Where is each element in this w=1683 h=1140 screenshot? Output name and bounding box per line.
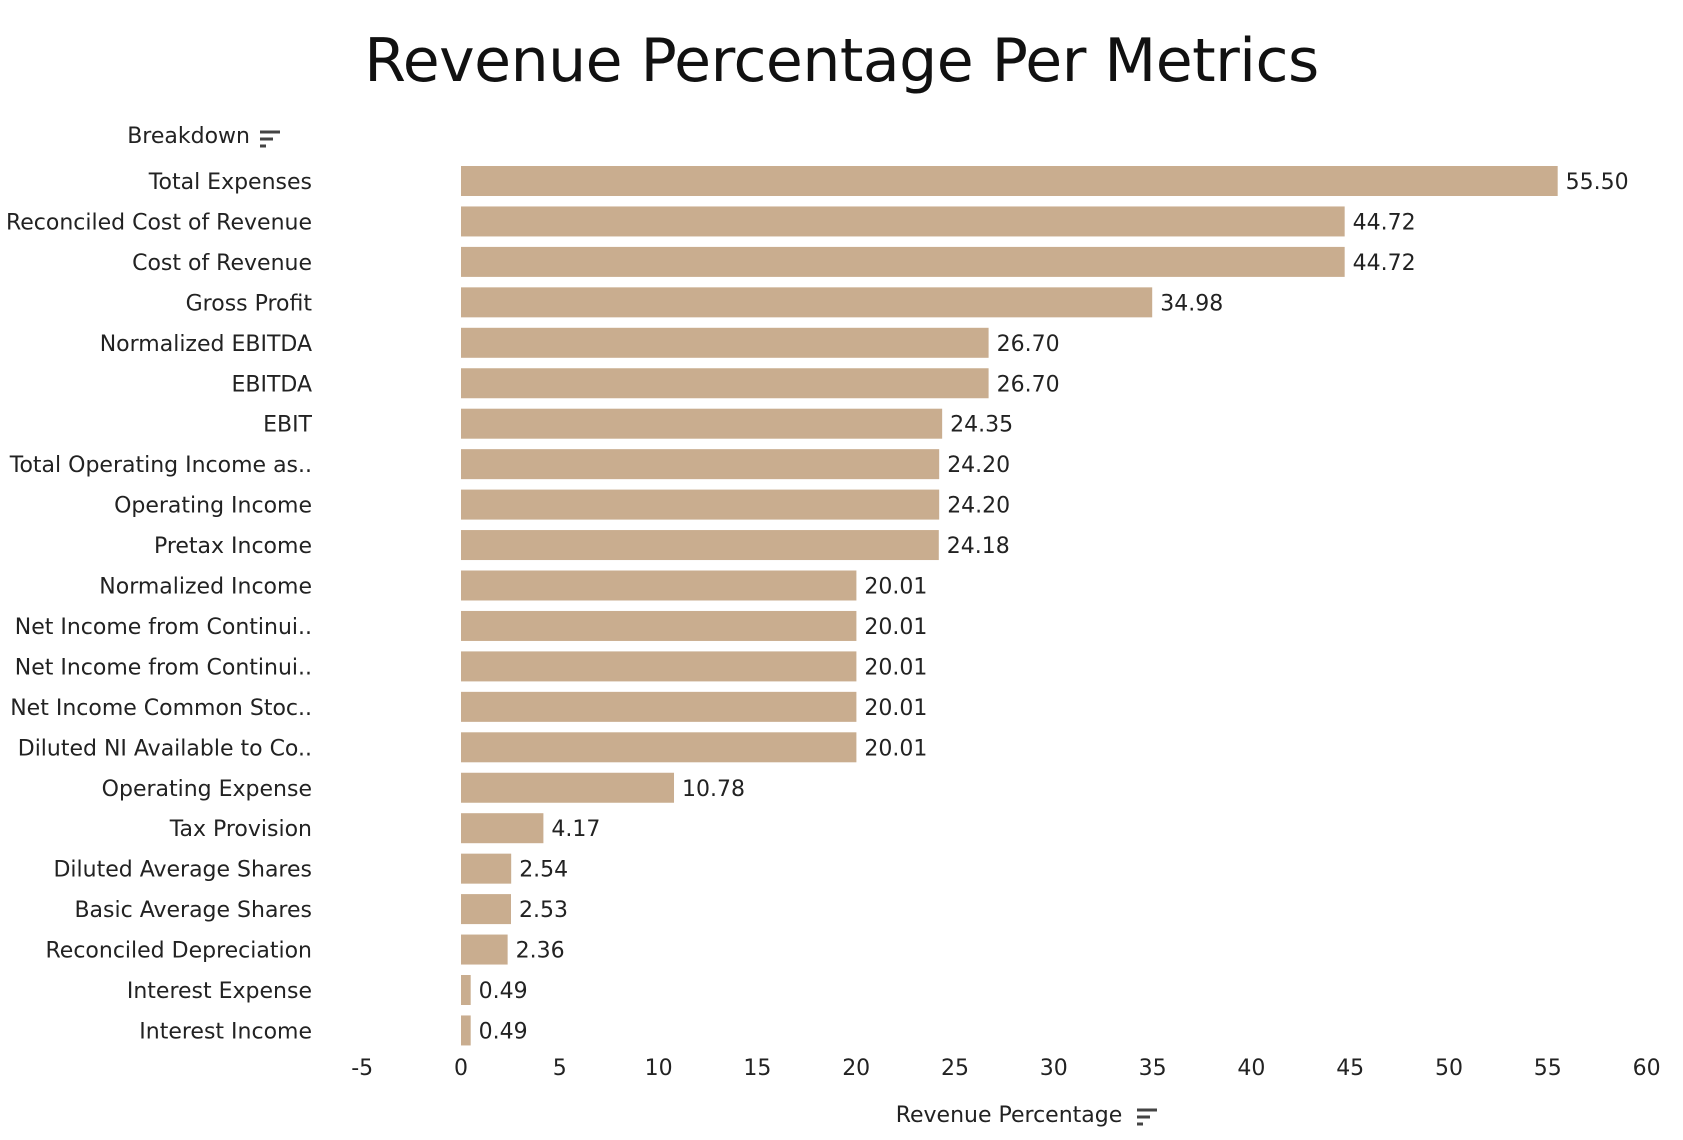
category-labels-group: Total Expenses Reconciled Cost of Revenue… — [6, 170, 313, 1044]
category-label[interactable]: EBIT — [263, 413, 312, 438]
x-tick-label: 45 — [1336, 1056, 1364, 1081]
value-label: 44.72 — [1353, 210, 1416, 235]
category-label[interactable]: Diluted Average Shares — [53, 858, 312, 883]
value-label: 24.20 — [947, 453, 1010, 478]
category-label[interactable]: Total Operating Income as.. — [9, 453, 312, 478]
category-label[interactable]: Operating Expense — [102, 777, 312, 802]
bar[interactable] — [461, 287, 1153, 318]
category-label[interactable]: Diluted NI Available to Co.. — [18, 736, 312, 761]
bar[interactable] — [461, 489, 940, 520]
bar[interactable] — [461, 368, 989, 399]
value-label: 55.50 — [1566, 170, 1629, 195]
bar[interactable] — [461, 570, 857, 601]
x-axis-title[interactable]: Revenue Percentage — [896, 1103, 1157, 1128]
x-tick-label: 20 — [842, 1056, 870, 1081]
x-tick-label: 40 — [1237, 1056, 1265, 1081]
bar[interactable] — [461, 166, 1558, 196]
category-label[interactable]: Interest Income — [139, 1019, 312, 1044]
category-label[interactable]: Reconciled Depreciation — [45, 939, 312, 964]
value-label: 24.20 — [947, 494, 1010, 519]
value-label: 24.35 — [950, 413, 1013, 438]
x-tick-label: -5 — [351, 1056, 373, 1081]
category-label[interactable]: Net Income from Continui.. — [15, 655, 312, 680]
bar[interactable] — [461, 691, 857, 722]
x-tick-label: 25 — [941, 1056, 969, 1081]
category-label[interactable]: Tax Provision — [169, 817, 312, 842]
value-label: 0.49 — [479, 979, 528, 1004]
bar[interactable] — [461, 651, 857, 682]
category-label[interactable]: Net Income from Continui.. — [15, 615, 312, 640]
bars-group — [461, 166, 1558, 1046]
value-label: 2.36 — [516, 939, 565, 964]
category-label[interactable]: Net Income Common Stoc.. — [10, 696, 312, 721]
category-label[interactable]: Basic Average Shares — [74, 898, 312, 923]
bar[interactable] — [461, 772, 675, 803]
value-label: 20.01 — [864, 655, 927, 680]
x-tick-label: 60 — [1633, 1056, 1661, 1081]
value-label: 34.98 — [1160, 291, 1223, 316]
x-tick-label: 10 — [645, 1056, 673, 1081]
x-tick-label: 0 — [454, 1056, 468, 1081]
bar[interactable] — [461, 408, 943, 439]
value-label: 10.78 — [682, 777, 745, 802]
category-header-label: Breakdown — [127, 124, 250, 149]
chart-title: Revenue Percentage Per Metrics — [364, 26, 1319, 96]
value-label: 2.54 — [519, 858, 568, 883]
category-label[interactable]: Cost of Revenue — [132, 251, 312, 276]
value-label: 2.53 — [519, 898, 568, 923]
category-label[interactable]: EBITDA — [231, 372, 312, 397]
value-label: 24.18 — [947, 534, 1010, 559]
sort-descending-icon[interactable] — [1137, 1108, 1157, 1126]
x-axis-title-label: Revenue Percentage — [896, 1103, 1123, 1128]
x-tick-label: 50 — [1435, 1056, 1463, 1081]
category-label[interactable]: Interest Expense — [127, 979, 312, 1004]
bar[interactable] — [461, 206, 1345, 237]
bar[interactable] — [461, 934, 508, 965]
value-label: 20.01 — [864, 696, 927, 721]
value-label: 20.01 — [864, 575, 927, 600]
x-tick-label: 35 — [1139, 1056, 1167, 1081]
x-tick-label: 15 — [743, 1056, 771, 1081]
x-tick-label: 5 — [553, 1056, 567, 1081]
x-tick-label: 30 — [1040, 1056, 1068, 1081]
bar[interactable] — [461, 449, 940, 480]
value-label: 4.17 — [551, 817, 600, 842]
bar[interactable] — [461, 1015, 471, 1046]
bar[interactable] — [461, 246, 1345, 277]
value-labels-group: 55.50 44.72 44.72 34.98 26.70 26.70 24.35 24.20… — [479, 170, 1629, 1044]
category-label[interactable]: Reconciled Cost of Revenue — [6, 210, 312, 235]
category-label[interactable]: Gross Profit — [186, 291, 313, 316]
category-label[interactable]: Normalized EBITDA — [100, 332, 312, 357]
x-tick-label: 55 — [1534, 1056, 1562, 1081]
value-label: 20.01 — [864, 736, 927, 761]
bar[interactable] — [461, 894, 511, 925]
value-label: 0.49 — [479, 1019, 528, 1044]
bar[interactable] — [461, 530, 939, 561]
category-label[interactable]: Normalized Income — [99, 575, 312, 600]
bar[interactable] — [461, 975, 471, 1005]
category-header[interactable]: Breakdown — [127, 124, 280, 149]
x-axis-ticks-group: -5 0 5 10 15 20 25 30 35 40 45 50 55 60 — [351, 1056, 1660, 1081]
category-label[interactable]: Operating Income — [114, 494, 312, 519]
category-label[interactable]: Total Expenses — [148, 170, 312, 195]
bar[interactable] — [461, 853, 512, 884]
bar[interactable] — [461, 813, 544, 844]
value-label: 26.70 — [997, 332, 1060, 357]
category-label[interactable]: Pretax Income — [154, 534, 312, 559]
sort-descending-icon[interactable] — [260, 130, 280, 148]
bar[interactable] — [461, 610, 857, 641]
value-label: 26.70 — [997, 372, 1060, 397]
value-label: 20.01 — [864, 615, 927, 640]
bar[interactable] — [461, 732, 857, 763]
bar[interactable] — [461, 327, 989, 358]
value-label: 44.72 — [1353, 251, 1416, 276]
